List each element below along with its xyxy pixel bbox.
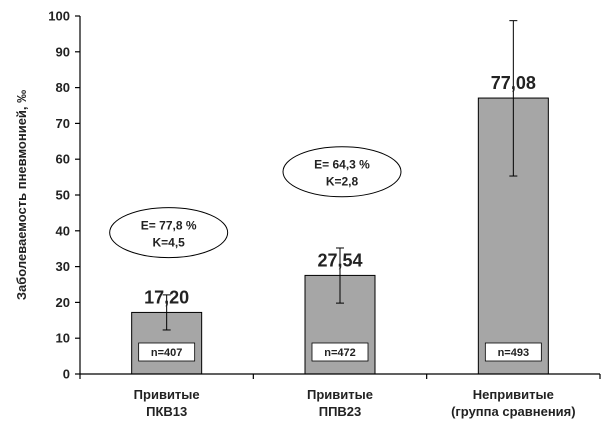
annotations: E= 77,8 % K=4,5 E= 64,3 % K=2,8 [109,146,402,259]
value-label: 27,54 [317,250,362,270]
efficacy-ellipse [109,207,229,259]
sample-size-box [311,342,369,362]
y-tick-label: 70 [56,116,70,131]
bars: 17,20 n=407 27,54 n=472 77,08 n=493 [131,20,549,375]
x-axis: Привитые ПКВ13 Привитые ППВ23 Непривитые (гру… [79,373,601,419]
x-category-label: Непривитые [473,387,554,402]
x-category-label: Привитые [307,387,373,402]
sample-size-box [138,342,196,362]
sample-size-label: n=472 [324,347,356,359]
efficacy-label: K=2,8 [326,175,359,189]
efficacy-label: E= 64,3 % [314,158,370,172]
y-tick-label: 60 [56,152,70,167]
efficacy-label: E= 77,8 % [141,219,197,233]
y-tick-label: 40 [56,223,70,238]
value-label: 17,20 [144,287,189,307]
y-tick-label: 0 [63,367,70,382]
y-tick-label: 10 [56,331,70,346]
efficacy-label: K=4,5 [152,236,185,250]
x-category-label: (группа сравнения) [451,404,576,419]
y-tick-label: 90 [56,44,70,59]
y-tick-label: 20 [56,295,70,310]
y-tick-label: 100 [48,9,70,24]
y-axis-label: Заболеваемость пневмонией, ‰ [14,90,29,300]
x-category-label: ПКВ13 [146,404,187,419]
efficacy-ellipse [282,146,402,198]
y-tick-label: 30 [56,259,70,274]
y-tick-label: 50 [56,188,70,203]
x-category-label: ППВ23 [319,404,362,419]
sample-size-label: n=493 [498,347,530,359]
sample-size-box [484,342,542,362]
value-label: 77,08 [491,73,536,93]
sample-size-label: n=407 [151,347,183,359]
y-tick-label: 80 [56,80,70,95]
y-axis: 0 10 20 30 40 50 60 70 80 90 100 [48,9,81,382]
x-category-label: Привитые [134,387,200,402]
